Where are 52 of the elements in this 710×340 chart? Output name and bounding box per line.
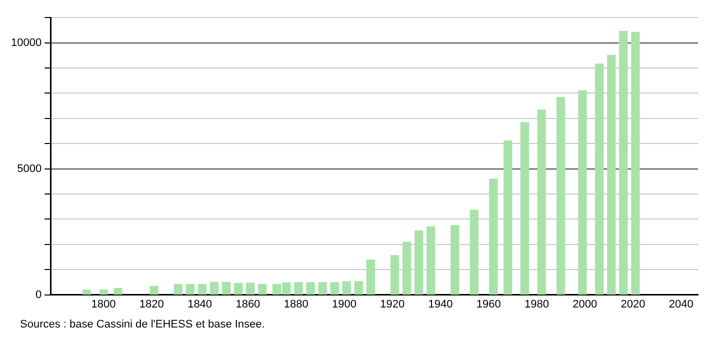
- bar: [594, 64, 604, 295]
- bar: [186, 284, 195, 295]
- bar: [234, 282, 243, 295]
- bar: [258, 284, 267, 295]
- x-tick-label: 1940: [428, 298, 453, 310]
- bar: [366, 259, 376, 295]
- bar: [537, 110, 546, 295]
- bar: [330, 282, 339, 295]
- bar: [450, 225, 460, 295]
- bar: [246, 282, 255, 295]
- y-tick-label: 0: [35, 288, 42, 301]
- bar: [414, 230, 424, 295]
- bar: [578, 90, 587, 295]
- bar: [99, 290, 108, 295]
- bar: [174, 284, 182, 295]
- bar: [631, 32, 640, 295]
- x-tick-label: 1880: [284, 298, 308, 310]
- x-tick-label: 1800: [91, 298, 116, 310]
- bar: [504, 140, 512, 295]
- x-tick-label: 1900: [332, 298, 356, 310]
- y-tick-label: 5000: [17, 162, 42, 175]
- bar: [342, 281, 351, 295]
- x-tick-label: 2020: [620, 298, 646, 310]
- bar: [294, 282, 303, 295]
- bar: [619, 30, 628, 295]
- bar: [470, 210, 479, 295]
- bar: [306, 282, 315, 295]
- bar: [198, 284, 207, 295]
- x-tick-label: 2000: [572, 298, 598, 310]
- bar: [318, 282, 327, 295]
- bar: [390, 255, 400, 295]
- bar: [402, 242, 412, 295]
- x-tick-label: 1960: [476, 298, 501, 310]
- bar: [114, 288, 122, 295]
- x-tick-label: 1820: [139, 298, 164, 310]
- bar: [222, 282, 231, 295]
- x-tick-label: 2040: [668, 298, 694, 310]
- bar: [354, 281, 363, 295]
- x-tick-label: 1980: [524, 298, 549, 310]
- bar: [556, 97, 566, 295]
- bar: [489, 178, 498, 295]
- bar: [520, 122, 530, 295]
- bar: [82, 290, 92, 295]
- bar: [607, 54, 616, 295]
- x-tick-label: 1860: [236, 298, 260, 310]
- bar: [210, 282, 219, 295]
- y-tick-label: 10000: [10, 36, 42, 49]
- bar: [426, 226, 436, 295]
- x-tick-label: 1920: [380, 298, 405, 310]
- x-tick-label: 1840: [188, 298, 212, 310]
- bar: [150, 286, 158, 295]
- source-note: Sources : base Cassini de l'EHESS et base Insee.: [20, 318, 265, 331]
